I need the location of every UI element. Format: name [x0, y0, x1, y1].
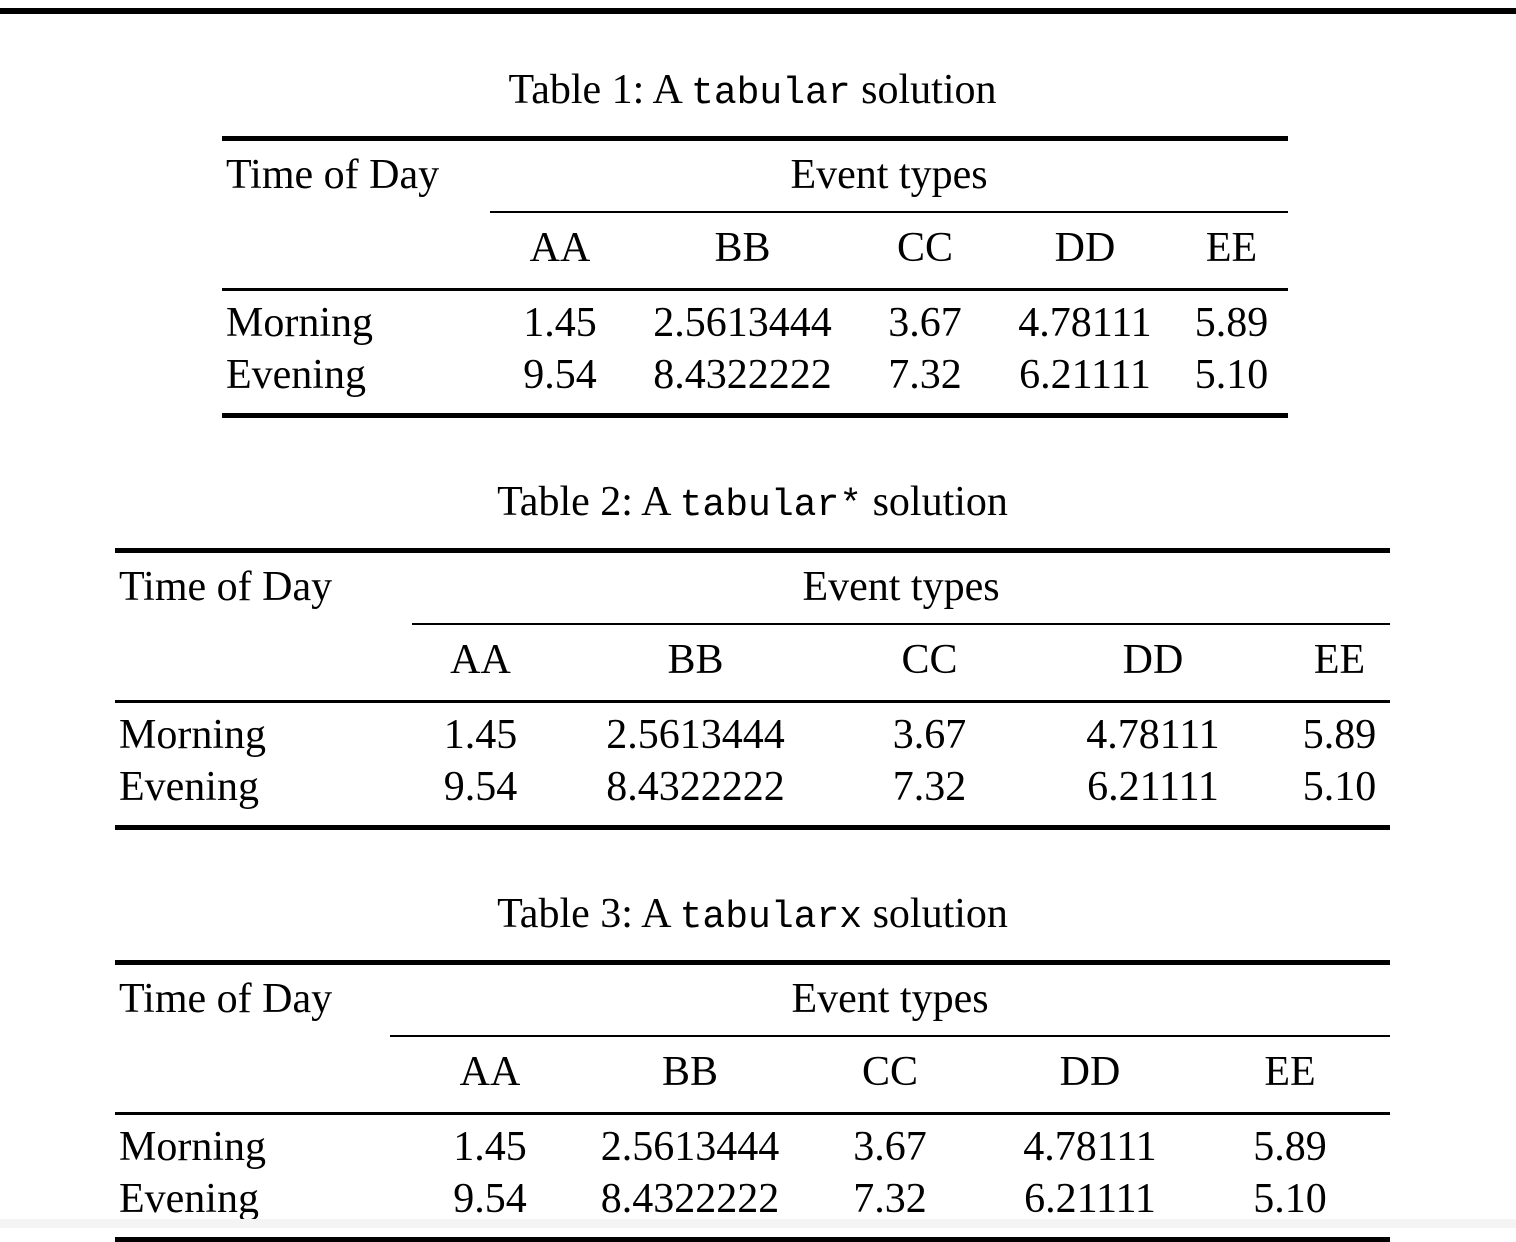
column-header: EE	[1205, 225, 1258, 271]
cell-value: 9.54	[523, 352, 597, 398]
cell-value: 5.10	[1302, 764, 1377, 810]
table-row: Evening 9.54 8.4322222 7.32 6.21111 5.10	[115, 761, 1390, 828]
row-label: Morning	[115, 1112, 390, 1173]
cell-value: 9.54	[453, 1176, 527, 1222]
group-header: Event types	[390, 962, 1391, 1037]
caption-prefix: Table 1: A	[508, 67, 681, 113]
cell-value: 1.45	[390, 1112, 590, 1173]
caption-prefix: Table 3: A	[497, 891, 670, 937]
cell-value: 6.21111	[1019, 352, 1151, 398]
cell-value: 4.78111	[1017, 700, 1289, 761]
caption-suffix: solution	[861, 67, 997, 113]
cell-value: 9.54	[443, 764, 518, 810]
cell-value: 8.4322222	[653, 352, 832, 398]
column-header: EE	[1264, 1049, 1316, 1095]
cell-value: 4.78111	[990, 1112, 1190, 1173]
caption-code: tabularx	[679, 896, 863, 939]
table-2: Time of Day Event types AA BB CC DD EE M…	[115, 548, 1391, 830]
caption-code: tabular	[691, 72, 851, 115]
cell-value: 5.10	[1194, 352, 1269, 398]
cell-value: 5.89	[1190, 1112, 1391, 1173]
column-header: DD	[1122, 637, 1184, 683]
table-row: Morning 1.45 2.5613444 3.67 4.78111 5.89	[115, 700, 1391, 761]
column-header: AA	[450, 637, 511, 683]
cell-value: 7.32	[892, 764, 967, 810]
cell-value: 3.67	[790, 1112, 990, 1173]
window-top-bar	[0, 8, 1516, 14]
column-header: AA	[459, 1049, 521, 1095]
column-header: DD	[1054, 225, 1116, 271]
column-header: CC	[861, 1049, 919, 1095]
cell-value: 4.78111	[995, 288, 1175, 349]
cell-value: 2.5613444	[549, 700, 842, 761]
row-label: Morning	[222, 288, 490, 349]
empty-cell	[222, 212, 490, 290]
caption-suffix: solution	[872, 479, 1008, 525]
column-header: CC	[896, 225, 954, 271]
cell-value: 5.89	[1289, 700, 1391, 761]
column-header: EE	[1313, 637, 1366, 683]
table-3-caption: Table 3: A tabularx solution	[115, 888, 1390, 944]
cell-value: 8.4322222	[606, 764, 785, 810]
caption-suffix: solution	[872, 891, 1008, 937]
cell-value: 7.32	[853, 1176, 927, 1222]
cell-value: 6.21111	[1087, 764, 1219, 810]
corner-header: Time of Day	[226, 152, 440, 198]
row-label: Evening	[119, 764, 259, 810]
table-row: Morning 1.45 2.5613444 3.67 4.78111 5.89	[222, 288, 1289, 349]
row-label: Evening	[226, 352, 366, 398]
table-2-caption: Table 2: A tabular* solution	[115, 476, 1390, 532]
empty-cell	[115, 624, 412, 702]
corner-header: Time of Day	[119, 564, 333, 610]
group-header: Event types	[412, 550, 1391, 625]
table-row: Evening 9.54 8.4322222 7.32 6.21111 5.10	[115, 1173, 1390, 1240]
row-label: Morning	[115, 700, 412, 761]
document-page: Table 1: A tabular solution Time of Day …	[115, 64, 1391, 1242]
caption-prefix: Table 2: A	[497, 479, 670, 525]
cell-value: 5.10	[1253, 1176, 1327, 1222]
cell-value: 2.5613444	[630, 288, 855, 349]
cell-value: 8.4322222	[600, 1176, 780, 1222]
group-header: Event types	[490, 138, 1289, 213]
table-row: Morning 1.45 2.5613444 3.67 4.78111 5.89	[115, 1112, 1391, 1173]
column-header: CC	[901, 637, 958, 683]
column-header: AA	[529, 225, 591, 271]
table-row: Evening 9.54 8.4322222 7.32 6.21111 5.10	[222, 349, 1288, 416]
column-header: BB	[661, 1049, 719, 1095]
table-3: Time of Day Event types AA BB CC DD EE M…	[115, 960, 1391, 1242]
empty-cell	[115, 1036, 390, 1114]
cell-value: 3.67	[842, 700, 1017, 761]
column-header: BB	[667, 637, 724, 683]
cell-value: 1.45	[490, 288, 630, 349]
table-1-caption: Table 1: A tabular solution	[115, 64, 1390, 120]
cell-value: 7.32	[888, 352, 962, 398]
table-1: Time of Day Event types AA BB CC DD EE M…	[222, 136, 1289, 418]
cell-value: 1.45	[412, 700, 549, 761]
column-header: DD	[1059, 1049, 1121, 1095]
page-bottom-edge	[0, 1219, 1516, 1228]
cell-value: 5.89	[1175, 288, 1289, 349]
corner-header: Time of Day	[119, 976, 333, 1022]
cell-value: 6.21111	[1024, 1176, 1156, 1222]
column-header: BB	[714, 225, 771, 271]
caption-code: tabular*	[679, 484, 863, 527]
row-label: Evening	[119, 1176, 259, 1222]
cell-value: 3.67	[855, 288, 995, 349]
cell-value: 2.5613444	[590, 1112, 790, 1173]
